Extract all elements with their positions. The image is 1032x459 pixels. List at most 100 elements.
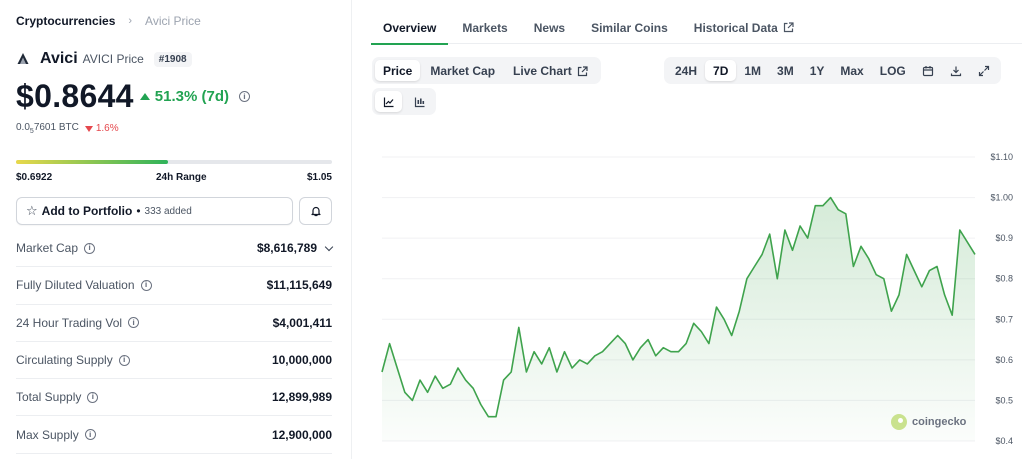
- btc-change: 1.6%: [95, 123, 119, 134]
- btc-price: 0.057601 BTC: [16, 122, 79, 135]
- line-chart-icon: [383, 97, 393, 107]
- stat-label-market-cap: Market Cap i: [16, 241, 96, 256]
- breadcrumb-current: Avici Price: [145, 14, 201, 28]
- y-axis-labels: $1.10 $1.00 $0.9 $0.8 $0.7 $0.6 $0.5 $0.4: [990, 152, 1013, 446]
- download-icon: [950, 66, 961, 76]
- info-icon[interactable]: i: [238, 91, 250, 102]
- log-scale-button[interactable]: LOG: [879, 63, 906, 78]
- y-axis-tick-label: $0.4: [995, 436, 1013, 446]
- add-to-portfolio-button[interactable]: ☆ Add to Portfolio • 333 added: [16, 197, 293, 225]
- coingecko-watermark: coingecko: [891, 414, 966, 430]
- btc-price-row: 0.057601 BTC 1.6%: [16, 122, 119, 135]
- current-price: $0.8644: [16, 78, 134, 114]
- range-24h-button[interactable]: 24H: [675, 63, 698, 78]
- chart-type-toggle: [372, 88, 436, 115]
- watermark-text: coingecko: [912, 416, 967, 428]
- range-1m-button[interactable]: 1M: [744, 63, 762, 78]
- stat-value-market-cap[interactable]: $8,616,789: [256, 241, 334, 256]
- stat-label-text: Fully Diluted Valuation: [16, 278, 135, 293]
- stats-list: Market Cap i $8,616,789 Fully Diluted Val…: [16, 230, 334, 454]
- market-cap-toggle-button[interactable]: Market Cap: [430, 63, 496, 78]
- y-axis-tick-label: $0.7: [995, 314, 1013, 324]
- range-max-button[interactable]: Max: [840, 63, 864, 78]
- stat-label-text: Market Cap: [16, 241, 79, 256]
- price-chart[interactable]: $1.10 $1.00 $0.9 $0.8 $0.7 $0.6 $0.5 $0.4: [370, 140, 1022, 450]
- stat-label-max-supply: Max Supply i: [16, 428, 96, 442]
- info-icon[interactable]: i: [140, 279, 152, 291]
- range-high: $1.05: [306, 172, 332, 183]
- download-button[interactable]: [942, 60, 970, 81]
- caret-down-icon: [84, 125, 93, 132]
- stat-value-max-supply: 12,900,000: [271, 427, 332, 442]
- tab-historical-data-label: Historical Data: [693, 21, 778, 35]
- date-picker-button[interactable]: [914, 60, 942, 81]
- external-link-icon: [577, 65, 588, 76]
- candlestick-icon: [414, 97, 424, 107]
- chart-metric-toggle: Price Market Cap Live Chart: [372, 57, 601, 84]
- price-change-7d-value: 51.3% (7d): [154, 88, 229, 105]
- coin-name: Avici: [40, 50, 78, 67]
- breadcrumb-cryptocurrencies-link[interactable]: Cryptocurrencies: [16, 14, 116, 28]
- bell-icon: [310, 206, 321, 217]
- info-icon[interactable]: i: [87, 391, 99, 403]
- stat-value-trading-vol: $4,001,411: [272, 315, 332, 330]
- fullscreen-button[interactable]: [970, 60, 998, 81]
- tab-historical-data[interactable]: Historical Data: [682, 12, 806, 44]
- range-bar-fill: [16, 160, 168, 164]
- portfolio-label: Add to Portfolio: [41, 204, 133, 218]
- tab-similar-coins[interactable]: Similar Coins: [591, 21, 668, 35]
- tab-news[interactable]: News: [533, 21, 566, 35]
- range-7d-button[interactable]: 7D: [705, 60, 737, 81]
- coin-subtitle: AVICI Price: [82, 52, 144, 66]
- stat-label-total-supply: Total Supply i: [16, 390, 99, 405]
- range-1y-button[interactable]: 1Y: [809, 63, 825, 78]
- stat-label-text: 24 Hour Trading Vol: [16, 315, 123, 330]
- info-icon[interactable]: i: [118, 354, 130, 366]
- stat-value-text: $8,616,789: [256, 241, 317, 256]
- external-link-icon: [783, 22, 794, 33]
- candlestick-chart-button[interactable]: [406, 91, 433, 112]
- time-range-toggle: 24H 7D 1M 3M 1Y Max LOG: [664, 57, 1001, 84]
- stat-label-fdv: Fully Diluted Valuation i: [16, 278, 152, 292]
- expand-icon: [978, 65, 989, 76]
- stat-row-fdv: Fully Diluted Valuation i $11,115,649: [16, 267, 332, 305]
- calendar-icon: [922, 65, 933, 76]
- price-toggle-button[interactable]: Price: [375, 60, 421, 81]
- stat-value-circulating-supply: 10,000,000: [271, 353, 332, 368]
- stat-label-trading-vol: 24 Hour Trading Vol i: [16, 315, 140, 330]
- y-axis-tick-label: $0.8: [995, 274, 1013, 284]
- breadcrumb: Cryptocurrencies › Avici Price: [16, 14, 201, 28]
- tab-overview[interactable]: Overview: [371, 12, 449, 45]
- info-icon[interactable]: i: [84, 242, 96, 254]
- price-change-7d: 51.3% (7d): [139, 88, 229, 105]
- y-axis-tick-label: $1.10: [990, 152, 1013, 162]
- stat-row-max-supply: Max Supply i 12,900,000: [16, 416, 332, 454]
- coin-summary-panel: Cryptocurrencies › Avici Price Avici AVI…: [0, 0, 352, 459]
- range-bar: [16, 160, 332, 164]
- y-axis-tick-label: $1.00: [990, 193, 1013, 203]
- coingecko-logo-icon: [891, 414, 907, 430]
- stat-value-total-supply: 12,899,989: [271, 390, 332, 405]
- info-icon[interactable]: i: [84, 429, 96, 441]
- range-label: 24h Range: [156, 172, 207, 183]
- stat-row-total-supply: Total Supply i 12,899,989: [16, 379, 332, 417]
- range-3m-button[interactable]: 3M: [777, 63, 794, 78]
- stat-row-trading-vol: 24 Hour Trading Vol i $4,001,411: [16, 305, 332, 342]
- tab-markets[interactable]: Markets: [462, 21, 508, 35]
- chevron-right-icon: ›: [128, 15, 133, 27]
- stat-label-text: Max Supply: [16, 427, 79, 442]
- live-chart-button[interactable]: Live Chart: [505, 60, 596, 81]
- stat-label-text: Total Supply: [16, 390, 82, 405]
- chevron-down-icon: [324, 242, 334, 251]
- price-alert-button[interactable]: [299, 197, 332, 225]
- stat-value-fdv: $11,115,649: [266, 278, 332, 293]
- star-icon: ☆: [26, 203, 38, 219]
- caret-up-icon: [139, 93, 150, 100]
- main-tabs: Overview Markets News Similar Coins Hist…: [371, 12, 1022, 45]
- info-icon[interactable]: i: [128, 317, 140, 329]
- line-chart-button[interactable]: [375, 91, 402, 112]
- price-area-fill: [382, 197, 975, 441]
- y-axis-tick-label: $0.6: [995, 355, 1013, 365]
- rank-badge: #1908: [153, 51, 192, 67]
- y-axis-tick-label: $0.5: [995, 395, 1013, 405]
